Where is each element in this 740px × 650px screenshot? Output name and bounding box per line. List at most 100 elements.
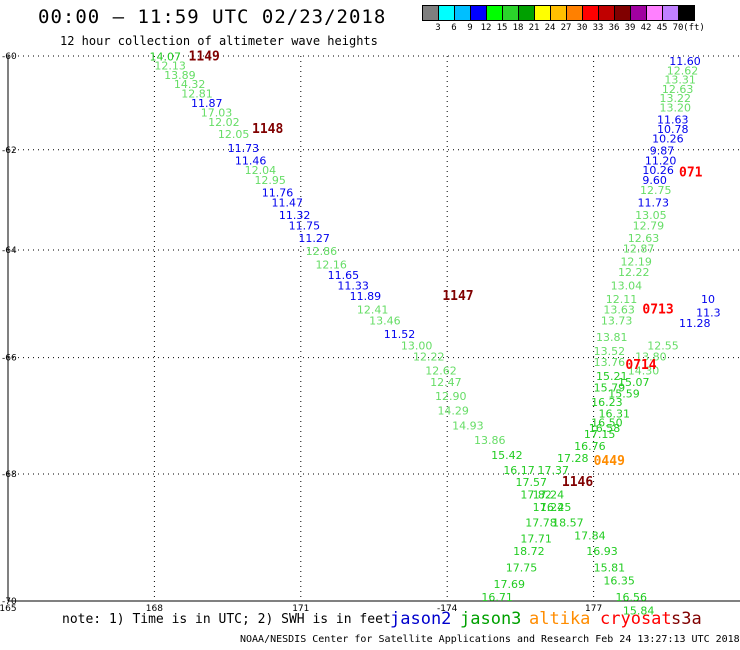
wave-height-value: 16.25 (540, 501, 572, 514)
wave-height-value: 14.93 (452, 419, 484, 432)
wave-height-value: 11.87 (191, 97, 223, 110)
track-time-label: 071 (679, 166, 703, 181)
legend-label: 33 (592, 23, 604, 33)
wave-height-value: 13.63 (603, 304, 635, 317)
wave-height-value: 12.95 (254, 174, 286, 187)
wave-height-value: 16.71 (481, 591, 513, 604)
wave-height-value: 12.62 (667, 64, 699, 77)
legend-label: (ft) (683, 23, 705, 33)
wave-height-value: 15.42 (491, 449, 523, 462)
y-tick-label: -60 (2, 52, 17, 62)
wave-height-value: 13.73 (601, 314, 633, 327)
wave-height-value: 14.32 (174, 78, 206, 91)
wave-height-value: 17.78 (525, 517, 557, 530)
wave-height-value: 13.00 (401, 339, 433, 352)
wave-height-value: 12.02 (208, 116, 240, 129)
wave-height-value: 11.76 (262, 187, 294, 200)
wave-height-value: 16.93 (586, 545, 618, 558)
wave-height-value: 17.03 (201, 106, 233, 119)
wave-height-value: 15.81 (594, 561, 626, 574)
wave-height-value: 13.04 (611, 279, 643, 292)
wave-height-value: 17.24 (533, 489, 565, 502)
wave-height-value: 18.72 (513, 545, 545, 558)
wave-height-value: 10 (701, 293, 715, 306)
satellite-s3a: s3a (671, 609, 702, 629)
wave-height-value: 18.57 (552, 517, 584, 530)
wave-height-value: 13.46 (369, 314, 401, 327)
wave-height-value: 11.73 (228, 142, 260, 155)
wave-height-value: 15.07 (618, 376, 650, 389)
note-text: note: 1) Time is in UTC; 2) SWH is in fe… (62, 612, 391, 627)
wave-height-value: 16.50 (591, 416, 623, 429)
track-time-label: 1149 (189, 50, 220, 65)
wave-height-value: 16.56 (616, 591, 648, 604)
wave-height-value: 9.60 (642, 174, 667, 187)
wave-height-value: 10.26 (652, 133, 684, 146)
track-time-label: 1148 (252, 122, 283, 137)
x-tick-label: 171 (292, 604, 309, 614)
legend-label: 42 (640, 23, 652, 33)
track-time-label: 1146 (562, 475, 593, 490)
wave-height-value: 17.82 (520, 489, 552, 502)
y-tick-label: -62 (2, 146, 17, 156)
wave-height-value: 15.84 (623, 604, 655, 617)
y-tick-label: -66 (2, 354, 17, 364)
wave-height-value: 11.89 (350, 290, 382, 303)
wave-height-value: 13.22 (659, 92, 691, 105)
wave-height-value: 12.13 (154, 60, 186, 73)
wave-height-value: 12.87 (623, 243, 655, 256)
x-tick-label: 168 (146, 604, 163, 614)
wave-height-value: 16.23 (591, 396, 623, 409)
legend-swatch (678, 5, 695, 21)
wave-height-value: 11.47 (272, 197, 304, 210)
wave-height-value: 12.63 (662, 83, 694, 96)
wave-height-value: 12.11 (606, 293, 638, 306)
wave-height-value: 12.05 (218, 128, 250, 141)
legend-label: 27 (560, 23, 572, 33)
wave-height-value: 17.69 (494, 578, 526, 591)
track-time-label: 0713 (642, 303, 673, 318)
wave-height-value: 13.52 (594, 345, 626, 358)
wave-height-value: 17.24 (533, 501, 565, 514)
wave-height-value: 16.17 (503, 464, 535, 477)
wave-height-value: 12.63 (628, 232, 660, 245)
legend-label: 24 (544, 23, 556, 33)
wave-height-value: 12.19 (620, 256, 652, 269)
wave-height-value: 15.79 (594, 382, 626, 395)
y-tick-label: -68 (2, 470, 17, 480)
wave-height-value: 14.29 (437, 405, 469, 418)
legend-label: 6 (451, 23, 457, 33)
wave-height-value: 13.31 (664, 74, 696, 87)
wave-height-value: 17.75 (506, 561, 538, 574)
wave-height-value: 12.62 (425, 364, 457, 377)
legend-label: 15 (496, 23, 508, 33)
wave-height-value: 11.20 (645, 154, 677, 167)
wave-height-value: 11.32 (279, 209, 311, 222)
wave-height-value: 14.07 (150, 51, 182, 64)
legend-label: 18 (512, 23, 524, 33)
wave-height-value: 15.59 (608, 387, 640, 400)
legend-label: 39 (624, 23, 636, 33)
wave-height-value: 12.16 (315, 258, 347, 271)
page-title: 00:00 – 11:59 UTC 02/23/2018 (38, 6, 387, 28)
legend-label: 36 (608, 23, 620, 33)
wave-height-value: 16.58 (589, 422, 621, 435)
wave-height-value: 10.26 (642, 164, 674, 177)
wave-height-value: 11.46 (235, 154, 266, 167)
wave-height-value: 13.80 (635, 350, 667, 363)
wave-height-value: 13.89 (164, 69, 196, 82)
track-time-label: 0714 (625, 358, 656, 373)
wave-height-value: 17.28 (557, 452, 589, 465)
wave-height-value: 14.30 (628, 364, 660, 377)
footer-credit: NOAA/NESDIS Center for Satellite Applica… (240, 634, 740, 645)
legend-label: 45 (656, 23, 668, 33)
legend-label: 9 (467, 23, 473, 33)
wave-height-value: 12.75 (640, 184, 672, 197)
wave-height-value: 12.22 (618, 266, 650, 279)
legend-label: 30 (576, 23, 588, 33)
x-tick-label: -174 (437, 604, 458, 614)
track-time-label: 1147 (442, 289, 473, 304)
wave-height-value: 11.60 (669, 55, 701, 68)
wave-height-value: 11.65 (328, 269, 360, 282)
wave-height-value: 11.63 (657, 113, 689, 126)
